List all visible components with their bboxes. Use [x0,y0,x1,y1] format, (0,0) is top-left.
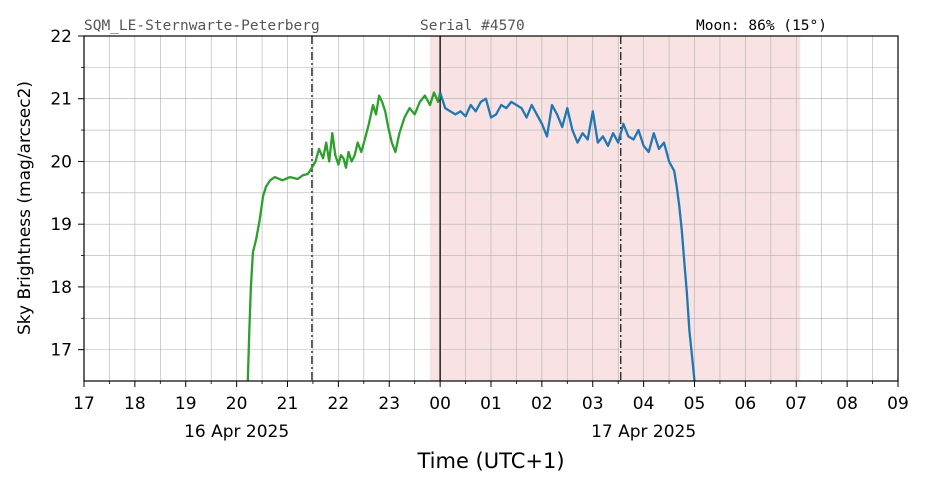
x-tick-label: 18 [124,394,146,414]
x-tick-label: 06 [735,394,757,414]
y-tick-label: 20 [50,152,72,172]
y-tick-label: 18 [50,278,72,298]
x-tick-label: 05 [684,394,706,414]
x-tick-label: 07 [785,394,807,414]
x-tick-label: 21 [277,394,299,414]
moon-shading-band [429,36,801,381]
x-tick-label: 19 [175,394,197,414]
x-tick-label: 00 [429,394,451,414]
date-label: 17 Apr 2025 [591,422,696,442]
x-tick-label: 20 [226,394,248,414]
x-tick-label: 22 [328,394,350,414]
series-line-2 [439,92,696,381]
y-tick-label: 19 [50,215,72,235]
date-label: 16 Apr 2025 [184,422,289,442]
serial-number: Serial #4570 [420,18,525,34]
plot-area: 17 18 19 20 21 22 23 00 01 02 03 04 05 06 07 08 09 17 18 19… [50,27,908,442]
y-tick-label: 21 [50,90,72,110]
x-tick-label: 09 [887,394,909,414]
x-tick-label: 04 [633,394,655,414]
y-tick-label: 17 [50,341,72,361]
x-tick-label: 03 [582,394,604,414]
station-name: SQM_LE-Sternwarte-Peterberg [84,18,320,34]
x-tick-label: 08 [836,394,858,414]
x-tick-label: 23 [378,394,400,414]
x-tick-label: 17 [73,394,95,414]
series-line-1 [246,91,442,381]
y-axis-label: Sky Brightness (mag/arcsec2) [15,81,35,335]
moon-info: Moon: 86% (15°) [696,18,827,34]
x-tick-label: 01 [480,394,502,414]
y-tick-label: 22 [50,27,72,47]
x-axis-label: Time (UTC+1) [416,449,564,473]
x-tick-label: 02 [531,394,553,414]
